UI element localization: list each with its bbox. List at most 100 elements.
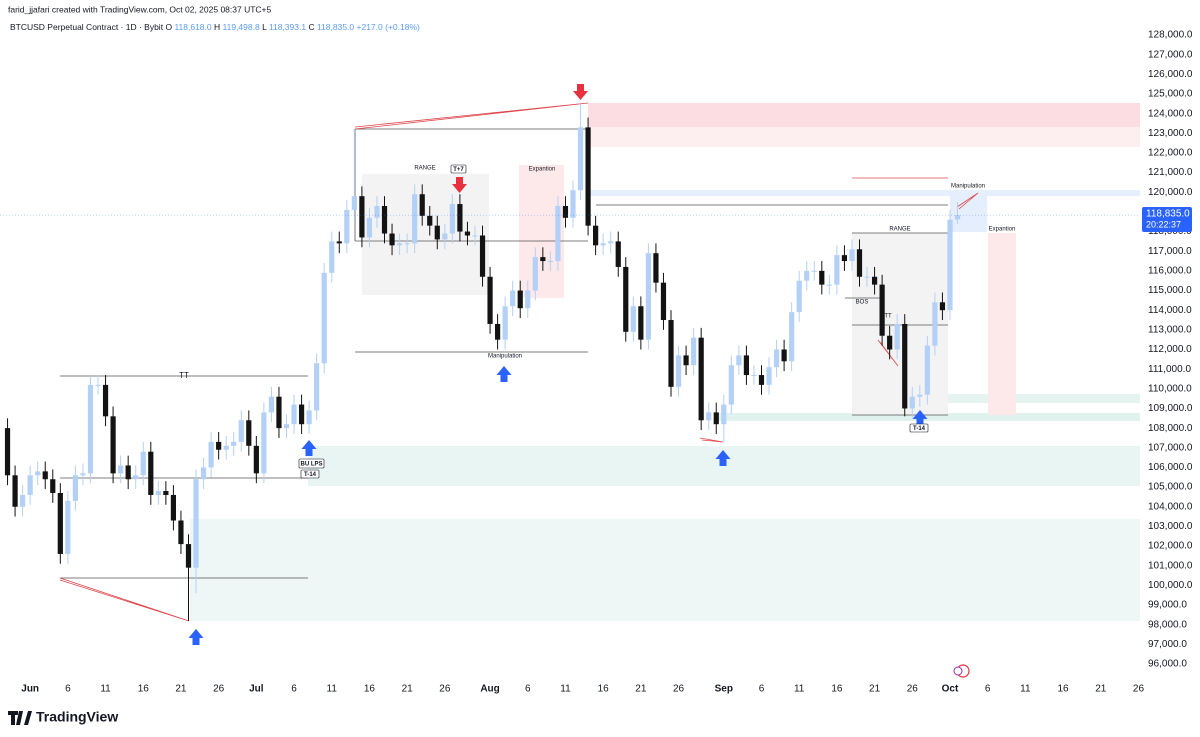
x-tick-label: 6 [525, 684, 531, 695]
candle-body [645, 253, 651, 340]
annotation: BOS [856, 300, 869, 306]
candle-body [110, 416, 116, 474]
candle-body [434, 225, 440, 240]
symbol-legend: BTCUSD Perpetual Contract · 1D · Bybit O… [10, 22, 420, 32]
candle-body [133, 475, 139, 480]
y-tick-label: 128,000.0 [1148, 30, 1193, 41]
candle-body [849, 249, 855, 262]
x-tick-label: 6 [291, 684, 297, 695]
candle-body [532, 257, 538, 291]
ohlc-key: H [214, 22, 220, 32]
candle-body [148, 451, 154, 495]
candle-body [675, 355, 682, 387]
x-tick-label: Oct [942, 684, 959, 695]
y-tick-label: 115,000.0 [1148, 285, 1192, 296]
candle-body [381, 206, 388, 234]
candle-body [525, 290, 531, 309]
ohlc-key: O [165, 22, 172, 32]
candle-body [291, 404, 297, 425]
price-label-box [1142, 207, 1192, 232]
candle-body [547, 261, 553, 263]
candle-body [917, 394, 923, 397]
demand-band [715, 413, 1140, 421]
candle-body [826, 284, 832, 286]
candle-body [879, 284, 885, 336]
y-tick-label: 116,000.0 [1148, 266, 1192, 277]
annotation: T+7 [453, 167, 464, 173]
candle-body [751, 375, 757, 377]
drawings: TT BU LPS T-14 RANGE T+7 Expantion Manip… [59, 84, 1140, 645]
candle-body [185, 544, 192, 568]
candle-body [789, 312, 795, 362]
candle-body [238, 420, 244, 442]
candle-body [894, 323, 900, 350]
y-tick-label: 107,000.0 [1148, 442, 1193, 453]
x-tick-label: Sep [715, 684, 733, 695]
candle-body [449, 204, 455, 234]
x-tick-label: 11 [794, 684, 805, 695]
demand-zone [190, 519, 1140, 621]
y-tick-label: 96,000.0 [1148, 659, 1187, 670]
candle-body [947, 219, 953, 311]
candle-body [871, 276, 878, 285]
x-tick-label: 11 [560, 684, 571, 695]
x-tick-label: 6 [985, 684, 991, 695]
candle-body [864, 276, 870, 278]
x-tick-label: 26 [213, 684, 225, 695]
candle-body [841, 255, 848, 262]
candle-body [118, 465, 124, 474]
ohlc-value: 118,393.1 [269, 22, 306, 32]
countdown: 20:22:37 [1146, 219, 1181, 229]
annotation: T-14 [304, 472, 317, 478]
candle-body [216, 441, 222, 450]
y-tick-label: 117,000.0 [1148, 246, 1192, 257]
candle-body [246, 420, 252, 446]
x-tick-label: 16 [138, 684, 150, 695]
candle-body [261, 412, 267, 474]
candle-body [495, 323, 501, 340]
ohlc-key: C [308, 22, 314, 32]
candle-body [887, 335, 893, 350]
y-tick-label: 127,000.0 [1148, 49, 1193, 60]
candle-body [766, 367, 772, 385]
candle-body [193, 479, 199, 568]
candle-body [4, 428, 11, 476]
candle-body [442, 233, 448, 240]
ohlc-value: 119,498.8 [223, 22, 260, 32]
candle-body [80, 473, 86, 476]
sweep [354, 102, 589, 130]
y-tick-label: 110,000.0 [1148, 383, 1192, 394]
candle-body [819, 270, 825, 285]
manipulation-box [950, 193, 987, 232]
candle-body [276, 396, 282, 429]
candle-body [125, 465, 131, 480]
logo-mark [8, 711, 32, 725]
candle-body [773, 349, 780, 368]
candle-body [728, 365, 734, 405]
candle-body [170, 494, 177, 521]
credit: farid_jjafari created with TradingView.c… [8, 4, 272, 14]
candle-body [638, 306, 644, 340]
candle-body [27, 475, 33, 495]
label-box [450, 164, 467, 174]
x-tick-label: 16 [1058, 684, 1070, 695]
y-tick-label: 100,000.0 [1148, 580, 1193, 591]
candle-body [208, 441, 214, 468]
axes: 96,000.0 97,000.0 98,000.0 99,000.0 100,000.… [21, 30, 1193, 695]
candle-body [42, 471, 48, 480]
candle-body [585, 127, 591, 226]
x-tick-label: 16 [831, 684, 843, 695]
candle-body [178, 520, 184, 545]
candles [0, 103, 1140, 621]
x-tick-label: Jun [21, 684, 39, 695]
candle-body [517, 290, 523, 309]
annotation: TT [179, 371, 189, 380]
candle-body [231, 441, 237, 446]
candle-body [939, 302, 946, 311]
x-tick-label: 21 [175, 684, 187, 695]
annotation: Manipulation [951, 184, 985, 190]
candle-body [65, 500, 71, 554]
expansion-box [988, 233, 1016, 415]
y-tick-label: 121,000.0 [1148, 167, 1193, 178]
